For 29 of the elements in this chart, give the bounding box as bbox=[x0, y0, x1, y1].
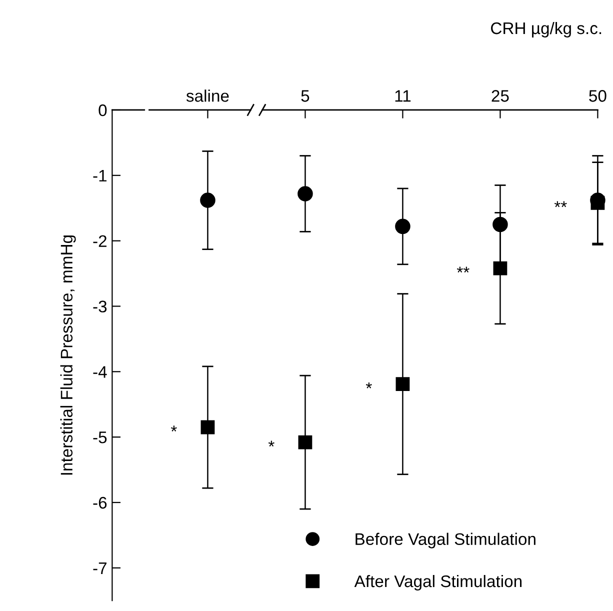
point bbox=[492, 216, 508, 232]
x-tick-label: saline bbox=[186, 90, 229, 102]
y-tick-label: -6 bbox=[93, 496, 107, 509]
x-tick-label: 25 bbox=[492, 90, 509, 102]
point bbox=[200, 420, 215, 434]
annotation: * bbox=[170, 426, 177, 432]
legend-label: Before Vagal Stimulation bbox=[356, 532, 536, 548]
annotation: ** bbox=[456, 266, 470, 273]
point bbox=[396, 377, 410, 392]
y-axis-title: Interstitial Fluid Pressure, mmHg bbox=[60, 236, 76, 475]
annotation: ** bbox=[554, 201, 567, 208]
y-tick-label: -3 bbox=[93, 300, 107, 312]
x-tick-label: 50 bbox=[589, 90, 606, 102]
point bbox=[298, 435, 312, 450]
y-tick-label: -1 bbox=[93, 170, 107, 182]
y-tick-label: -2 bbox=[93, 235, 106, 247]
y-tick-label: -5 bbox=[93, 432, 107, 444]
x-tick-label: 5 bbox=[301, 90, 310, 102]
y-tick-label: 0 bbox=[98, 104, 107, 116]
y-tick-label: -7 bbox=[93, 562, 106, 574]
y-tick-label: -4 bbox=[93, 366, 107, 378]
annotation: * bbox=[366, 382, 372, 388]
point bbox=[200, 192, 216, 208]
point bbox=[298, 186, 313, 202]
x-axis-title: CRH µg/kg s.c. bbox=[491, 22, 602, 38]
legend-label: After Vagal Stimulation bbox=[354, 574, 522, 591]
x-tick-label: 11 bbox=[395, 90, 411, 102]
point bbox=[395, 218, 410, 234]
annotation: * bbox=[268, 440, 274, 447]
